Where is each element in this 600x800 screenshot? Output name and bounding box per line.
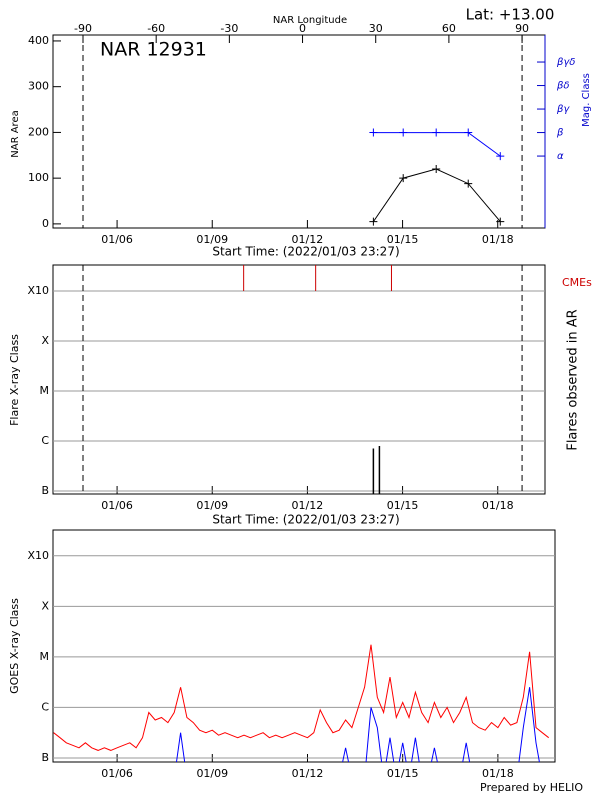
point-marker	[496, 152, 505, 161]
x-tick-label: 01/15	[387, 499, 419, 512]
x-tick-label: 01/15	[387, 767, 419, 780]
y-tick-label: M	[40, 650, 50, 663]
y-tick-label: 100	[28, 171, 49, 184]
x-tick-label: 01/06	[101, 767, 133, 780]
y-tick-label: X10	[27, 284, 49, 297]
point-marker	[399, 128, 408, 137]
y2-axis-label: Mag. Class	[581, 73, 592, 127]
x2-tick-label: 30	[369, 22, 383, 35]
point-marker	[464, 128, 473, 137]
y-axis-label: Flare X-ray Class	[8, 334, 21, 426]
chart-title: NAR 12931	[100, 39, 207, 61]
x-tick-label: 01/09	[196, 767, 228, 780]
y-tick-label: 300	[28, 80, 49, 93]
x-tick-label: 01/09	[196, 499, 228, 512]
x2-tick-label: -60	[147, 22, 165, 35]
y-tick-label: X10	[27, 549, 49, 562]
y-tick-label: 200	[28, 125, 49, 138]
x-tick-label: 01/15	[387, 233, 419, 246]
y-tick-label: B	[41, 751, 49, 764]
y2-tick-label: βγ	[556, 104, 570, 115]
footer: Prepared by HELIO	[480, 781, 583, 794]
x-tick-label: 01/12	[292, 233, 324, 246]
x-tick-label: 01/06	[101, 233, 133, 246]
y-tick-label: C	[41, 700, 49, 713]
y2-tick-label: α	[557, 151, 564, 162]
y-tick-label: X	[41, 599, 49, 612]
point-marker	[369, 217, 378, 226]
x-tick-label: 01/18	[482, 233, 514, 246]
x-tick-label: 01/12	[292, 499, 324, 512]
y2-tick-label: βδ	[556, 81, 570, 92]
series-line	[373, 132, 501, 157]
y2-axis-label: Flares observed in AR	[566, 309, 581, 450]
x-tick-label: 01/18	[482, 767, 514, 780]
point-marker	[496, 217, 505, 226]
x-tick-label: 01/06	[101, 499, 133, 512]
point-marker	[399, 174, 408, 183]
x-axis-label: Start Time: (2022/01/03 23:27)	[212, 245, 399, 259]
plot-frame	[52, 529, 556, 763]
series-group	[53, 644, 550, 762]
x2-tick-label: -30	[220, 22, 238, 35]
x-axis-label: Start Time: (2022/01/03 23:27)	[212, 513, 399, 527]
y-tick-label: C	[41, 434, 49, 447]
x2-axis-label: NAR Longitude	[273, 15, 347, 26]
y-tick-label: B	[41, 484, 49, 497]
plot-frame	[52, 264, 546, 495]
y-axis-label: GOES X-ray Class	[8, 598, 21, 694]
x2-tick-label: -90	[74, 22, 92, 35]
point-marker	[369, 128, 378, 137]
latitude: Lat: +13.00	[466, 6, 555, 24]
y-axis-label: NAR Area	[10, 110, 21, 157]
y-tick-label: M	[40, 384, 50, 397]
y2-tick-label: β	[556, 128, 564, 139]
x2-tick-label: 60	[442, 22, 456, 35]
legend-label: CMEs	[562, 276, 592, 289]
x-tick-label: 01/12	[292, 767, 324, 780]
x-tick-label: 01/18	[482, 499, 514, 512]
y-tick-label: X	[41, 334, 49, 347]
point-marker	[432, 165, 441, 174]
x2-tick-label: 0	[299, 22, 306, 35]
point-marker	[464, 179, 473, 188]
series-line	[175, 687, 540, 762]
y-tick-label: 400	[28, 34, 49, 47]
plot-frame	[52, 34, 546, 229]
x-tick-label: 01/09	[196, 233, 228, 246]
y2-tick-label: βγδ	[556, 57, 575, 68]
series-line	[53, 644, 550, 751]
point-marker	[432, 128, 441, 137]
series-line	[372, 168, 501, 222]
y-tick-label: 0	[42, 217, 49, 230]
x2-tick-label: 90	[515, 22, 529, 35]
